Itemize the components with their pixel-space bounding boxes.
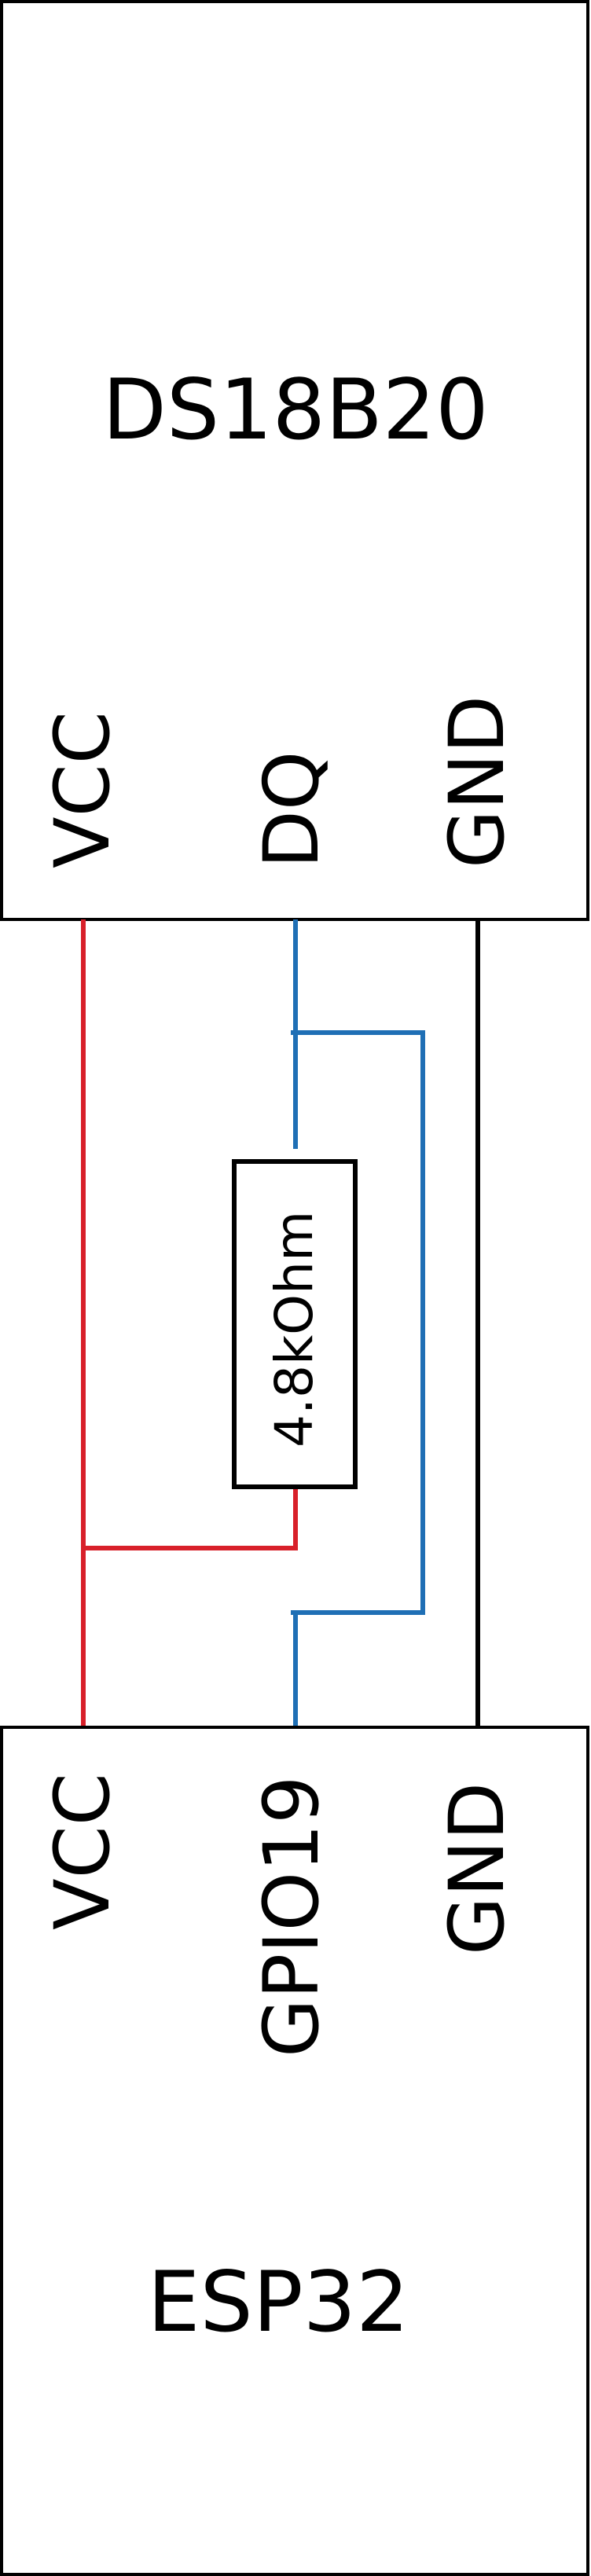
esp32-pin-gpio19: GPIO19 (248, 1776, 336, 2057)
esp32-module: VCC GPIO19 GND ESP32 (0, 1726, 589, 2576)
resistor-body (232, 1159, 358, 1489)
ds18b20-pin-vcc: VCC (39, 711, 127, 868)
esp32-label: ESP32 (147, 2254, 409, 2350)
esp32-pin-gnd: GND (433, 1782, 521, 1955)
vcc-wire-to-resistor (83, 1487, 298, 1550)
ds18b20-box (0, 0, 589, 921)
resistor-label: 4.8kOhm (264, 1211, 325, 1448)
vcc-wire (81, 919, 298, 1726)
data-wire-loop (291, 1030, 425, 1615)
esp32-box (0, 1726, 589, 2576)
ds18b20-pin-dq: DQ (248, 751, 336, 868)
ds18b20-label: DS18B20 (102, 361, 488, 458)
data-wire (291, 919, 425, 1726)
ds18b20-module: DS18B20 VCC DQ GND (0, 0, 589, 921)
ds18b20-pin-gnd: GND (433, 695, 521, 868)
esp32-pin-vcc: VCC (39, 1773, 127, 1930)
pullup-resistor: 4.8kOhm (232, 1159, 358, 1489)
